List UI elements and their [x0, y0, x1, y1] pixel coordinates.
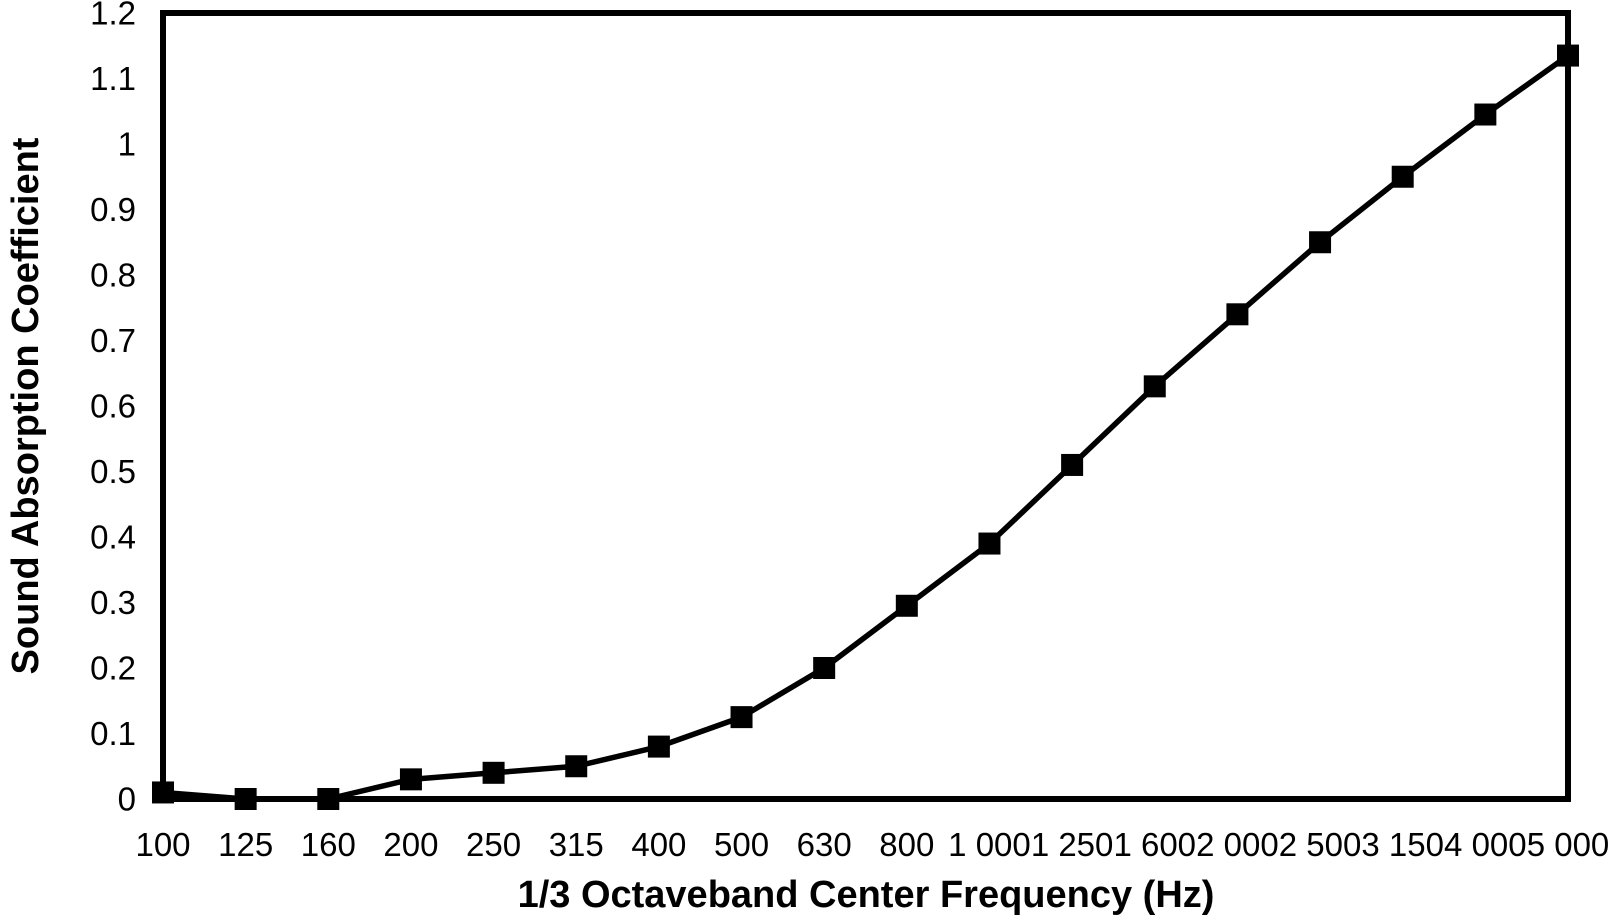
y-tick-label: 0.8 [90, 257, 136, 294]
series-sound-absorption [152, 44, 1579, 810]
x-tick-label: 500 [714, 826, 769, 863]
data-point-marker [1474, 103, 1497, 126]
x-tick-label: 400 [631, 826, 686, 863]
x-tick-label: 200 [383, 826, 438, 863]
x-tick-label: 3 150 [1361, 826, 1444, 863]
series-line [160, 52, 1571, 802]
data-point-marker [813, 657, 836, 679]
x-tick-label: 5 000 [1527, 826, 1608, 863]
y-tick-label: 0.4 [90, 519, 136, 556]
x-tick-label: 2 500 [1279, 826, 1362, 863]
data-point-marker [730, 706, 753, 729]
data-point-marker [234, 788, 257, 810]
x-tick-label: 800 [879, 826, 934, 863]
y-tick-label: 0.1 [90, 715, 136, 752]
data-point-marker [647, 735, 670, 758]
y-tick-label: 1.2 [90, 0, 136, 32]
data-point-marker [1557, 44, 1579, 67]
y-tick-label: 0.7 [90, 322, 136, 359]
data-point-marker [1226, 303, 1249, 326]
data-point-marker [1309, 231, 1332, 254]
y-axis-tick-labels: 0 0.1 0.2 0.3 0.4 0.5 0.6 0.7 0.8 0.9 1 1.1 1.2 [90, 0, 136, 818]
data-point-marker [399, 768, 422, 791]
y-tick-label: 1 [118, 126, 136, 163]
x-tick-label: 1 000 [948, 826, 1031, 863]
x-tick-label: 1 600 [1113, 826, 1196, 863]
x-axis-title: 1/3 Octaveband Center Frequency (Hz) [518, 874, 1215, 916]
y-tick-label: 0.9 [90, 191, 136, 228]
data-point-marker [1391, 165, 1414, 188]
x-axis-tick-labels: 100 125 160 200 250 315 400 500 630 800 1 000 1 250… [135, 826, 1608, 863]
y-tick-label: 0.2 [90, 650, 136, 687]
data-point-marker [978, 532, 1001, 555]
x-tick-label: 100 [135, 826, 190, 863]
data-point-marker [482, 761, 505, 784]
y-tick-label: 0 [118, 781, 136, 818]
data-point-marker [317, 788, 340, 810]
data-point-marker [565, 755, 588, 778]
y-tick-label: 1.1 [90, 60, 136, 97]
plot-border [160, 10, 1571, 802]
x-tick-label: 4 000 [1444, 826, 1527, 863]
x-tick-label: 2 000 [1196, 826, 1279, 863]
x-tick-label: 250 [466, 826, 521, 863]
x-tick-label: 315 [549, 826, 604, 863]
x-tick-label: 125 [218, 826, 273, 863]
data-point-marker [895, 594, 918, 617]
y-axis-title: Sound Absorption Coefficient [5, 137, 47, 674]
x-tick-label: 160 [301, 826, 356, 863]
data-point-marker [1143, 375, 1166, 398]
y-tick-label: 0.3 [90, 584, 136, 621]
data-point-marker [152, 781, 174, 804]
y-tick-label: 0.6 [90, 388, 136, 425]
data-point-marker [1061, 453, 1084, 476]
x-tick-label: 1 250 [1031, 826, 1114, 863]
y-tick-label: 0.5 [90, 453, 136, 490]
x-tick-label: 630 [797, 826, 852, 863]
plot-area [160, 10, 1571, 802]
